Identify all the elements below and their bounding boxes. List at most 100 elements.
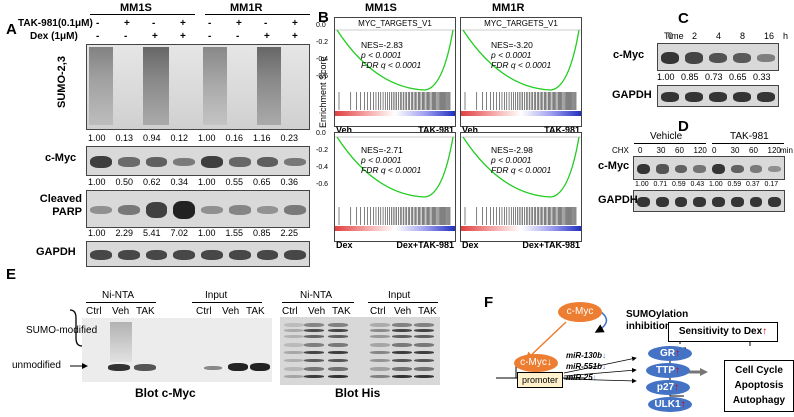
lane-label: Ctrl — [282, 306, 298, 317]
rank-gradient — [335, 226, 455, 231]
panel-e-label: E — [6, 266, 17, 283]
tak-sign: + — [180, 18, 186, 29]
gapdh-blot — [86, 241, 310, 267]
chx-label: CHX — [612, 146, 629, 155]
blot-band — [768, 166, 781, 172]
chx-time: 0 — [712, 146, 717, 155]
blot-band — [693, 165, 706, 173]
his-band — [414, 335, 434, 338]
his-band — [304, 359, 324, 362]
value-label: 7.02 — [170, 228, 189, 238]
rank-gradient — [461, 111, 581, 116]
d-value: 0.37 — [746, 181, 760, 188]
d-cmyc-label: c-Myc — [598, 160, 630, 172]
d-value: 1.00 — [709, 181, 723, 188]
his-band — [414, 367, 434, 371]
group-left-label: Dex — [336, 240, 353, 250]
his-band — [370, 323, 390, 327]
tak-sign: - — [208, 18, 212, 29]
parp-blot-label: Cleaved PARP — [39, 193, 82, 218]
p-value: p < 0.0001 — [361, 155, 402, 165]
sumo-blot — [86, 44, 310, 130]
blot-band — [284, 157, 306, 167]
blot-band — [228, 157, 251, 167]
his-band — [414, 359, 434, 362]
vehicle-underline — [634, 143, 706, 144]
blot-band — [730, 197, 744, 207]
blot-band — [685, 92, 703, 102]
his-band — [392, 335, 412, 338]
gsea-plot: MYC_TARGETS_V1 NES=-2.83 p < 0.0001 FDR q <… — [334, 17, 456, 127]
c-value: 1.00 — [657, 72, 675, 82]
gsea-stats: NES=-2.98 p < 0.0001 FDR q < 0.0001 — [491, 145, 551, 175]
value-label: 0.62 — [143, 177, 161, 187]
his-band — [370, 375, 390, 378]
outcome-line: Autophagy — [732, 395, 786, 406]
blot-band — [201, 249, 223, 261]
blot-cmyc-label: Blot c-Myc — [135, 386, 196, 400]
blot-band — [90, 155, 112, 169]
blot-band — [661, 51, 679, 65]
gsea-plot: NES=-2.98 p < 0.0001 FDR q < 0.0001 — [460, 132, 582, 242]
blot-band — [90, 205, 112, 215]
gsea-plot: NES=-2.71 p < 0.0001 FDR q < 0.0001 — [334, 132, 456, 242]
value-label: 2.25 — [280, 228, 299, 238]
sumo-blot-label: SUMO-2,3 — [56, 56, 68, 108]
blot-band — [145, 249, 168, 261]
blot-band — [117, 249, 140, 261]
his-band — [328, 329, 348, 332]
chx-time: 120 — [767, 146, 781, 155]
his-band — [370, 343, 390, 347]
tak-sign: - — [96, 18, 100, 29]
mirna-label: miR-130b↓ — [566, 351, 606, 360]
es-curve — [462, 136, 580, 198]
d-gapdh-blot — [633, 190, 785, 212]
his-band — [370, 335, 390, 338]
value-label: 0.23 — [280, 133, 299, 143]
his-band — [392, 367, 412, 371]
value-label: 1.00 — [198, 228, 216, 238]
panel-d-label: D — [678, 118, 689, 135]
time-label: Time — [664, 31, 684, 41]
promoter-box: promoter — [517, 372, 563, 388]
sensitivity-text: Sensitivity to Dex — [678, 326, 763, 337]
blot-band — [284, 249, 306, 261]
group-right-label: TAK-981 — [418, 125, 454, 135]
his-band — [414, 343, 434, 347]
his-band — [284, 323, 304, 327]
time-point: 16 — [764, 31, 775, 41]
his-band — [284, 351, 304, 354]
value-label: 1.00 — [88, 177, 106, 187]
value-label: 0.34 — [170, 177, 189, 187]
blot-his-label: Blot His — [335, 386, 381, 400]
blot-band — [674, 164, 688, 174]
blot-band — [256, 249, 279, 261]
his-band — [304, 351, 324, 354]
lane-label: TAK — [136, 306, 155, 317]
blot-band — [661, 92, 679, 102]
down-arrow-icon: ↓ — [546, 357, 552, 368]
mm1s-underline — [90, 14, 195, 15]
value-label: 1.00 — [198, 133, 216, 143]
mirna-name: miR-25 — [566, 373, 593, 382]
blot-band — [685, 52, 703, 64]
value-label: 1.00 — [88, 133, 106, 143]
his-band — [284, 329, 304, 332]
blot-band — [637, 163, 650, 175]
up-arrow-icon: ↑ — [762, 326, 768, 337]
blot-band — [173, 201, 195, 219]
dex-sign: + — [180, 31, 186, 42]
group-right-label: Dex+TAK-981 — [396, 240, 454, 250]
up-arrow-icon: ↑ — [680, 399, 686, 410]
dex-sign: - — [96, 31, 100, 42]
his-band — [304, 367, 324, 371]
blot-band — [749, 165, 763, 173]
target-oval: TTP↑ — [646, 363, 690, 378]
panel-b-label: B — [318, 9, 329, 26]
gsea-stats: NES=-2.83 p < 0.0001 FDR q < 0.0001 — [361, 40, 421, 70]
value-label: 5.41 — [143, 228, 161, 238]
value-label: 1.00 — [198, 177, 216, 187]
cmyc-bottom-oval: c-Myc↓ — [514, 354, 558, 372]
cell-line-mm1s: MM1S — [120, 2, 152, 14]
down-arrow-icon: ↓ — [602, 351, 607, 360]
